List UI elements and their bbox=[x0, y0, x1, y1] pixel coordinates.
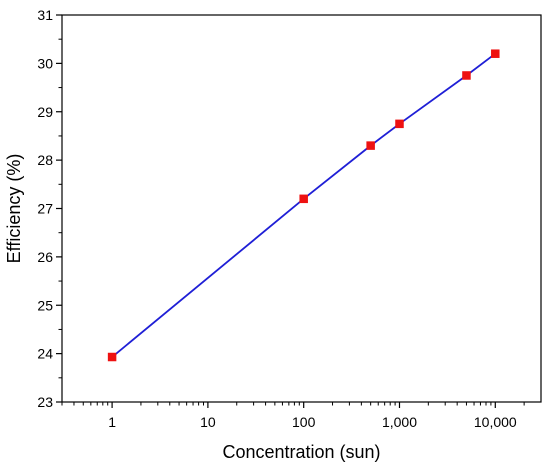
data-point bbox=[366, 141, 375, 150]
data-point bbox=[395, 119, 404, 129]
y-tick-label: 30 bbox=[37, 55, 53, 71]
y-tick-label: 28 bbox=[37, 152, 53, 168]
data-point bbox=[107, 352, 117, 362]
data-point bbox=[462, 71, 471, 80]
y-tick-label: 24 bbox=[37, 346, 53, 362]
tick-labels: 1 10 100 1,000 10,000 23 24 25 26 27 28 29 30 31 bbox=[37, 7, 516, 430]
y-tick-label: 25 bbox=[37, 297, 53, 313]
y-tick-label: 29 bbox=[37, 104, 53, 120]
data-point bbox=[299, 194, 308, 204]
series-markers bbox=[107, 49, 500, 362]
plot-frame bbox=[61, 14, 542, 403]
y-tick-label: 31 bbox=[37, 7, 53, 23]
x-tick-label: 10 bbox=[200, 414, 216, 430]
x-tick-label: 100 bbox=[292, 414, 316, 430]
x-tick-label: 10,000 bbox=[474, 414, 517, 430]
major-ticks bbox=[56, 14, 496, 408]
series-lines bbox=[111, 52, 496, 358]
y-axis-title: Efficiency (%) bbox=[4, 154, 24, 264]
x-axis-title: Concentration (sun) bbox=[222, 442, 380, 462]
y-tick-label: 23 bbox=[37, 394, 53, 410]
y-tick-label: 27 bbox=[37, 201, 53, 217]
y-tick-label: 26 bbox=[37, 249, 53, 265]
series-line bbox=[111, 52, 496, 358]
x-tick-label: 1,000 bbox=[382, 414, 417, 430]
x-tick-label: 1 bbox=[108, 414, 116, 430]
minor-ticks bbox=[58, 38, 525, 406]
data-point bbox=[491, 49, 500, 58]
